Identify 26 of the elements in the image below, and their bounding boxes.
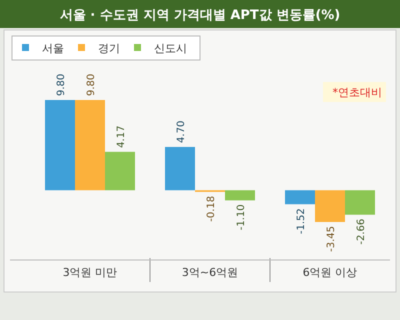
bar: [315, 190, 345, 222]
title: 서울 · 수도권 지역 가격대별 APT값 변동률(%): [0, 0, 400, 28]
data-label: 4.70: [176, 120, 187, 143]
legend-label: 서울: [42, 42, 64, 55]
data-label: 9.80: [56, 74, 67, 96]
data-label: -1.10: [236, 204, 247, 230]
bar: [45, 100, 75, 190]
bar: [105, 152, 135, 190]
data-label: -2.66: [356, 218, 367, 245]
x-tick-label: 3억원 미만: [62, 266, 118, 279]
data-label: -0.18: [206, 196, 217, 222]
chart-title: 서울 · 수도권 지역 가격대별 APT값 변동률(%): [60, 8, 340, 23]
bar: [75, 100, 105, 190]
x-tick-label: 3억~6억원: [182, 266, 238, 279]
legend-label: 신도시: [154, 42, 187, 55]
bar: [225, 190, 255, 200]
bar: [165, 146, 195, 190]
data-label: -3.45: [326, 226, 337, 252]
legend-label: 경기: [98, 42, 120, 55]
text: *연초대비: [332, 86, 382, 99]
data-label: 4.17: [116, 126, 127, 148]
x-tick-label: 6억원 이상: [302, 266, 358, 279]
data-label: 9.80: [86, 74, 97, 96]
bar: [345, 190, 375, 215]
bar: [285, 190, 315, 204]
data-label: -1.52: [296, 208, 307, 234]
